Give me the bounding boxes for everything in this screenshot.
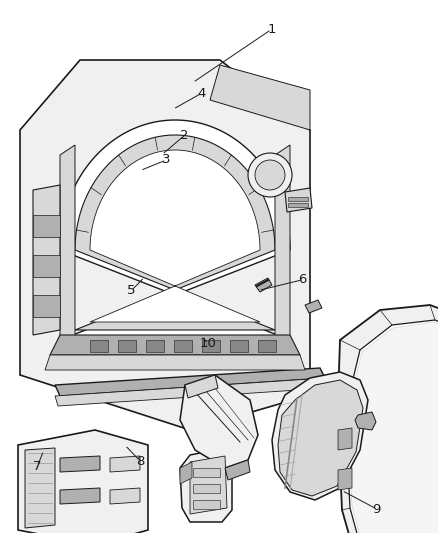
Polygon shape: [338, 428, 352, 450]
Polygon shape: [305, 300, 322, 313]
Polygon shape: [185, 375, 218, 398]
Polygon shape: [225, 460, 250, 480]
Polygon shape: [202, 340, 220, 352]
Polygon shape: [193, 484, 220, 493]
Polygon shape: [338, 468, 352, 490]
Polygon shape: [180, 462, 192, 484]
Polygon shape: [180, 448, 232, 522]
Text: 9: 9: [372, 503, 381, 515]
Circle shape: [248, 153, 292, 197]
Circle shape: [255, 160, 285, 190]
Polygon shape: [110, 456, 140, 472]
Polygon shape: [355, 412, 376, 430]
Polygon shape: [45, 355, 305, 370]
Polygon shape: [110, 488, 140, 504]
Polygon shape: [33, 215, 60, 237]
Polygon shape: [20, 60, 310, 430]
Polygon shape: [33, 185, 60, 335]
Polygon shape: [55, 378, 328, 406]
Text: 7: 7: [33, 460, 42, 473]
Text: 3: 3: [162, 154, 171, 166]
Polygon shape: [75, 135, 275, 330]
Polygon shape: [90, 150, 260, 322]
Text: 8: 8: [136, 455, 145, 467]
Text: 6: 6: [298, 273, 307, 286]
Text: 1: 1: [267, 23, 276, 36]
Polygon shape: [285, 188, 312, 212]
Polygon shape: [60, 488, 100, 504]
Polygon shape: [25, 448, 55, 528]
Polygon shape: [346, 320, 438, 533]
Polygon shape: [18, 430, 148, 533]
Polygon shape: [230, 340, 248, 352]
Polygon shape: [174, 340, 192, 352]
Polygon shape: [278, 380, 363, 496]
Text: 10: 10: [200, 337, 216, 350]
Polygon shape: [255, 278, 272, 292]
Polygon shape: [338, 305, 438, 533]
Polygon shape: [288, 203, 308, 207]
Polygon shape: [275, 145, 290, 340]
Polygon shape: [193, 468, 220, 477]
Polygon shape: [288, 197, 308, 201]
Polygon shape: [50, 335, 300, 355]
Polygon shape: [60, 120, 290, 340]
Polygon shape: [146, 340, 164, 352]
Polygon shape: [272, 372, 368, 500]
Polygon shape: [190, 456, 227, 514]
Text: 5: 5: [127, 284, 136, 297]
Polygon shape: [60, 145, 75, 340]
Polygon shape: [180, 375, 258, 468]
Polygon shape: [258, 340, 276, 352]
Polygon shape: [33, 255, 60, 277]
Polygon shape: [348, 322, 438, 533]
Text: 2: 2: [180, 130, 188, 142]
Polygon shape: [90, 340, 108, 352]
Polygon shape: [60, 456, 100, 472]
Polygon shape: [55, 368, 325, 396]
Polygon shape: [210, 65, 310, 130]
Polygon shape: [33, 295, 60, 317]
Text: 4: 4: [197, 87, 206, 100]
Polygon shape: [193, 500, 220, 509]
Polygon shape: [118, 340, 136, 352]
